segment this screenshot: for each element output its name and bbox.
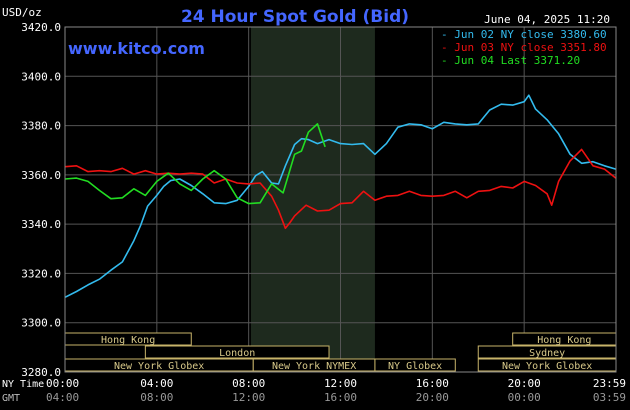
series-line-jun-04	[64, 123, 326, 205]
y-tick-label: 3360.0	[21, 169, 61, 182]
y-axis: 3420.0 3400.0 3380.0 3360.0 3340.0 3320.0 3300…	[21, 21, 61, 379]
y-tick-label: 3400.0	[21, 70, 61, 83]
gmt-time-tick: 16:00	[324, 391, 357, 404]
ny-time-tick: 12:00	[324, 377, 357, 390]
series-line-jun-03	[64, 148, 617, 230]
gmt-label: GMT	[2, 393, 20, 404]
chart-title: 24 Hour Spot Gold (Bid)	[181, 7, 409, 27]
legend: - Jun 02 NY close 3380.60- Jun 03 NY clo…	[441, 28, 607, 67]
ny-time-tick: 16:00	[416, 377, 449, 390]
legend-entry: - Jun 04 Last 3371.20	[441, 54, 580, 67]
kitco-watermark: www.kitco.com	[68, 39, 205, 58]
price-series	[64, 94, 617, 299]
gmt-time-tick: 08:00	[140, 391, 173, 404]
session-label: NY Globex	[388, 361, 442, 372]
session-label: Hong Kong	[537, 335, 591, 346]
session-label: Sydney	[529, 348, 565, 359]
trading-sessions: Hong Kong Hong Kong London Sydney New York G…	[64, 332, 617, 372]
session-label: New York Globex	[502, 361, 592, 372]
y-tick-label: 3280.0	[21, 366, 61, 379]
session-box	[374, 358, 456, 372]
ny-time-tick: 20:00	[508, 377, 541, 390]
gmt-time-tick: 00:00	[508, 391, 541, 404]
timestamp-label: June 04, 2025 11:20	[484, 13, 610, 26]
ny-time-tick: 08:00	[232, 377, 265, 390]
legend-entry: - Jun 03 NY close 3351.80	[441, 41, 607, 54]
session-label: London	[219, 348, 255, 359]
legend-entry: - Jun 02 NY close 3380.60	[441, 28, 607, 41]
x-axis: 00:0004:0004:0008:0008:0012:0012:0016:00…	[46, 377, 626, 404]
y-tick-label: 3420.0	[21, 21, 61, 34]
ny-time-label: NY Time	[2, 379, 44, 390]
y-tick-label: 3320.0	[21, 267, 61, 280]
session-label: Hong Kong	[101, 335, 155, 346]
series-line-jun-02	[64, 94, 617, 299]
y-tick-label: 3340.0	[21, 218, 61, 231]
y-tick-label: 3380.0	[21, 120, 61, 133]
ny-time-tick: 23:59	[593, 377, 626, 390]
y-axis-unit-label: USD/oz	[2, 6, 42, 19]
y-tick-label: 3300.0	[21, 317, 61, 330]
gmt-time-tick: 04:00	[46, 391, 79, 404]
session-label: New York NYMEX	[272, 361, 356, 372]
ny-time-tick: 04:00	[140, 377, 173, 390]
session-label: New York Globex	[114, 361, 204, 372]
plot-border	[64, 26, 617, 373]
session-box	[144, 345, 330, 359]
gmt-time-tick: 20:00	[416, 391, 449, 404]
gmt-time-tick: 03:59	[593, 391, 626, 404]
gmt-time-tick: 12:00	[232, 391, 265, 404]
ny-time-tick: 00:00	[46, 377, 79, 390]
